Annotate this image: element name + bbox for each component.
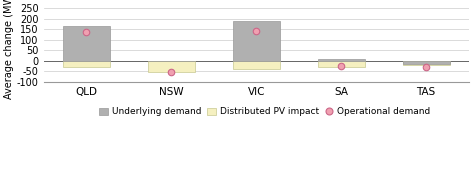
Bar — [233, 21, 280, 61]
Bar — [403, 61, 449, 64]
Point — [83, 31, 90, 34]
Point — [422, 65, 430, 68]
Bar — [148, 61, 195, 72]
Bar — [318, 59, 365, 61]
Bar — [233, 61, 280, 69]
Bar — [63, 61, 110, 67]
Point — [253, 30, 260, 33]
Point — [337, 64, 345, 67]
Point — [167, 71, 175, 74]
Bar — [63, 26, 110, 61]
Legend: Underlying demand, Distributed PV impact, Operational demand: Underlying demand, Distributed PV impact… — [96, 104, 434, 120]
Bar — [403, 61, 449, 65]
Y-axis label: Average change (MW): Average change (MW) — [4, 0, 14, 99]
Bar — [318, 61, 365, 67]
